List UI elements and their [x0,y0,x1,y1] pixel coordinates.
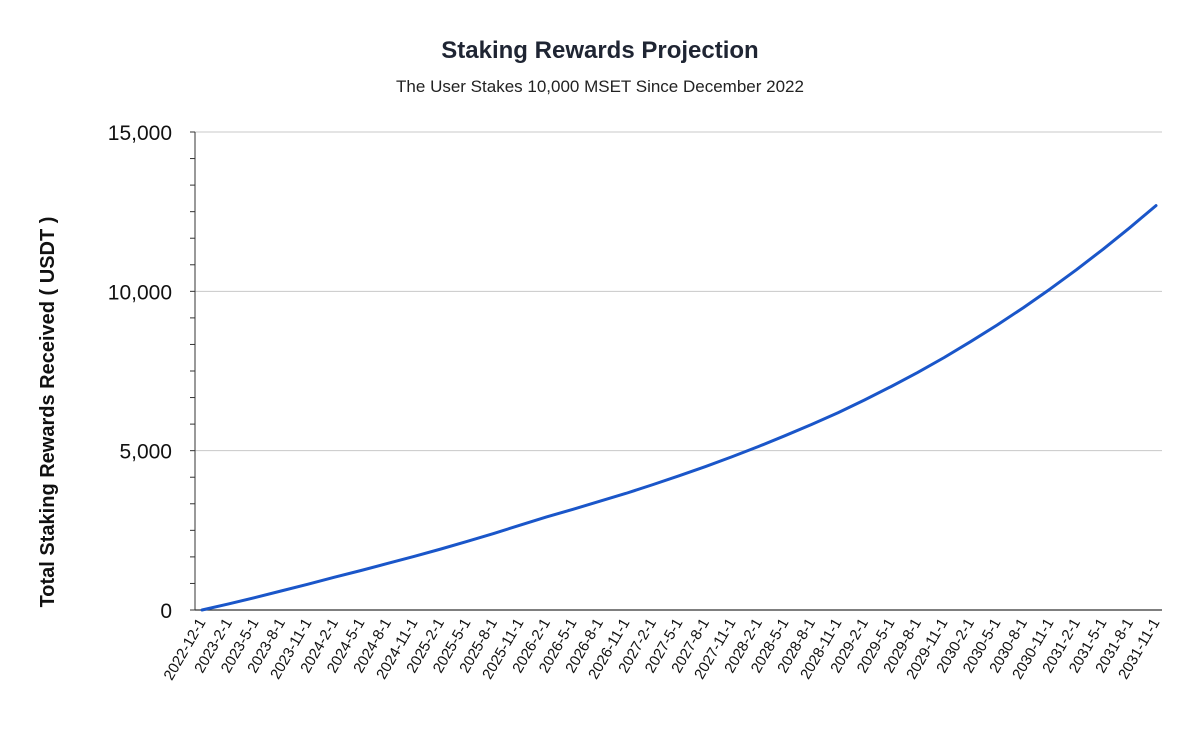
y-tick-label: 15,000 [108,122,172,145]
y-tick-label: 0 [160,600,172,623]
y-tick-label: 10,000 [108,281,172,304]
x-axis-tick-labels: 2022-12-12023-2-12023-5-12023-8-12023-11… [161,616,1164,684]
chart-title: Staking Rewards Projection [441,37,758,64]
y-axis-label: Total Staking Rewards Received ( USDT ) [37,217,59,608]
y-axis-tick-labels: 0 5,000 10,000 15,000 [108,122,172,623]
series-line [200,204,1158,612]
gridlines [195,131,1162,452]
y-axis-ticks [190,131,195,611]
y-tick-label: 5,000 [119,441,172,464]
chart-subtitle: The User Stakes 10,000 MSET Since Decemb… [396,77,804,96]
